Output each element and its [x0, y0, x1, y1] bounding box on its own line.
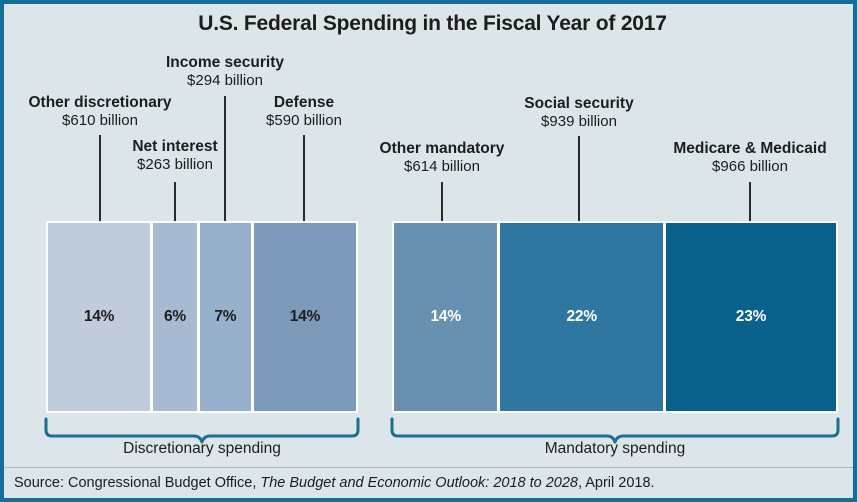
bar-segment-social-security[interactable]: 22%: [500, 223, 667, 411]
leader-line-defense: [303, 135, 305, 221]
bar-segment-income-security-percent: 7%: [214, 308, 237, 325]
callout-social-security-value: $939 billion: [541, 113, 617, 131]
callout-other-mandatory: Other mandatory $614 billion: [362, 140, 522, 176]
callout-defense: Defense $590 billion: [226, 94, 382, 130]
bracket-mandatory-icon: [390, 417, 840, 444]
bar-segment-other-discretionary[interactable]: 14%: [48, 223, 154, 411]
bar-group-mandatory: 14% 22% 23%: [392, 221, 838, 413]
source-note: Source: Congressional Budget Office, The…: [14, 475, 655, 491]
bar-segment-net-interest[interactable]: 6%: [153, 223, 200, 411]
callout-income-security: Income security $294 billion: [144, 54, 306, 90]
source-divider: [4, 467, 853, 468]
callout-other-discretionary-name: Other discretionary: [28, 94, 172, 111]
callout-net-interest-value: $263 billion: [137, 156, 213, 174]
bracket-discretionary: [44, 417, 360, 447]
bar-group-discretionary: 14% 6% 7% 14%: [46, 221, 358, 413]
source-prefix: Source: Congressional Budget Office,: [14, 475, 261, 491]
bracket-mandatory: [390, 417, 840, 447]
page-title: U.S. Federal Spending in the Fiscal Year…: [198, 12, 667, 35]
callout-other-discretionary-value: $610 billion: [62, 112, 138, 130]
bar-segment-medicare-medicaid[interactable]: 23%: [666, 223, 836, 411]
leader-line-other-mandatory: [441, 182, 443, 221]
callout-social-security-name: Social security: [524, 95, 634, 112]
leader-line-social-security: [578, 136, 580, 221]
bar-segment-medicare-medicaid-percent: 23%: [735, 308, 767, 325]
callout-net-interest-name: Net interest: [132, 138, 218, 155]
callout-other-discretionary: Other discretionary $610 billion: [16, 94, 184, 130]
leader-line-income-security: [224, 96, 226, 221]
group-label-mandatory: Mandatory spending: [544, 440, 686, 457]
callout-income-security-name: Income security: [165, 54, 285, 71]
callout-social-security: Social security $939 billion: [498, 95, 660, 131]
bracket-discretionary-icon: [44, 417, 360, 444]
bar-segment-social-security-percent: 22%: [566, 308, 598, 325]
bar-segment-other-discretionary-percent: 14%: [83, 308, 115, 325]
leader-line-medicare-medicaid: [749, 182, 751, 221]
callout-medicare-medicaid-value: $966 billion: [712, 158, 788, 176]
callout-income-security-value: $294 billion: [187, 72, 263, 90]
source-suffix: , April 2018.: [577, 475, 655, 491]
bar-segment-defense[interactable]: 14%: [253, 223, 356, 411]
bar-segment-other-mandatory-percent: 14%: [430, 308, 462, 325]
callout-defense-value: $590 billion: [266, 112, 342, 130]
callout-other-mandatory-value: $614 billion: [404, 158, 480, 176]
bar-segment-other-mandatory[interactable]: 14%: [394, 223, 501, 411]
leader-line-net-interest: [174, 182, 176, 221]
callout-defense-name: Defense: [273, 94, 335, 111]
callout-net-interest: Net interest $263 billion: [96, 138, 254, 174]
callout-medicare-medicaid: Medicare & Medicaid $966 billion: [652, 140, 848, 176]
bar-segment-net-interest-percent: 6%: [163, 308, 186, 325]
group-label-discretionary: Discretionary spending: [123, 440, 281, 457]
callout-medicare-medicaid-name: Medicare & Medicaid: [673, 140, 827, 157]
bar-segment-income-security[interactable]: 7%: [199, 223, 254, 411]
leader-line-other-discretionary: [99, 135, 101, 221]
source-publication-title: The Budget and Economic Outlook: 2018 to…: [260, 475, 578, 491]
bar-segment-defense-percent: 14%: [289, 308, 321, 325]
callout-other-mandatory-name: Other mandatory: [379, 140, 505, 157]
